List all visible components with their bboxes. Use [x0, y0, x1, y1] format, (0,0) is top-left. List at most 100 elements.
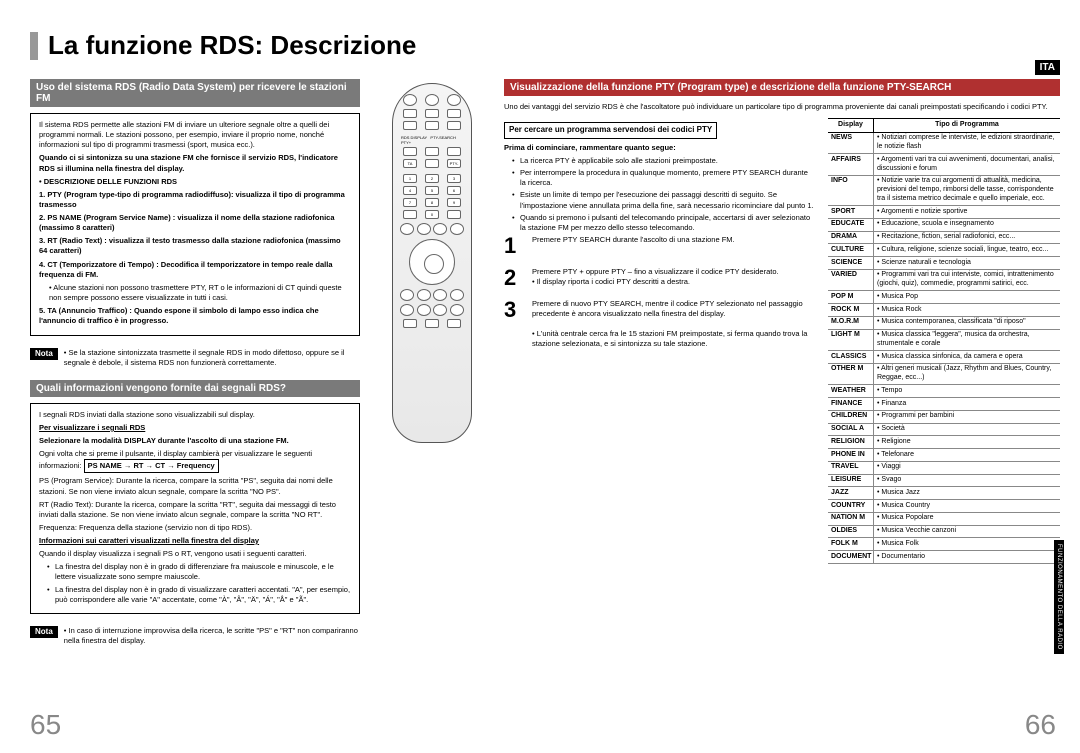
remote-button	[403, 94, 417, 106]
pty-desc: • Musica Popolare	[874, 513, 1060, 525]
pty-code: JAZZ	[828, 487, 874, 499]
pty-desc: • Programmi per bambini	[874, 411, 1060, 423]
pty-code: AFFAIRS	[828, 154, 874, 175]
pty-desc: • Scienze naturali e tecnologia	[874, 257, 1060, 269]
pty-table: Display Tipo di Programma NEWS• Notiziar…	[828, 118, 1060, 564]
note-label: Nota	[30, 348, 58, 360]
freq-desc: Frequenza: Frequenza della stazione (ser…	[39, 523, 351, 533]
rds-ct-note: • Alcune stazioni non possono trasmetter…	[39, 283, 351, 303]
pty-code: EDUCATE	[828, 219, 874, 231]
title-accent	[30, 32, 38, 60]
remote-button	[425, 121, 439, 130]
remote-button: 3	[447, 174, 461, 183]
pty-row: CLASSICS• Musica classica sinfonica, da …	[828, 351, 1060, 364]
pty-code: FOLK M	[828, 538, 874, 550]
note-1: Nota • Se la stazione sintonizzata trasm…	[30, 348, 360, 368]
note-label: Nota	[30, 626, 58, 638]
pty-code: WEATHER	[828, 385, 874, 397]
pty-desc: • Telefonare	[874, 449, 1060, 461]
pty-row: AFFAIRS• Argomenti vari tra cui avvenime…	[828, 154, 1060, 176]
pty-instructions: Per cercare un programma servendosi dei …	[504, 118, 814, 564]
remote-button	[447, 121, 461, 130]
remote-button	[400, 223, 414, 235]
pty-code: ROCK M	[828, 304, 874, 316]
rds-indicator-note: Quando ci si sintonizza su una stazione …	[39, 153, 351, 173]
remote-button	[447, 210, 461, 219]
pty-code: FINANCE	[828, 398, 874, 410]
pty-desc: • Educazione, scuola e insegnamento	[874, 219, 1060, 231]
remote-button	[403, 121, 417, 130]
pty-desc: • Finanza	[874, 398, 1060, 410]
pty-code: POP M	[828, 291, 874, 303]
pty-row: RELIGION• Religione	[828, 436, 1060, 449]
rds-ta: 5. TA (Annuncio Traffico) : Quando espon…	[39, 306, 351, 326]
pty-code: RELIGION	[828, 436, 874, 448]
step-1-text: Premere PTY SEARCH durante l'ascolto di …	[532, 235, 814, 257]
pty-note-1: La ricerca PTY è applicabile solo alle s…	[512, 156, 814, 166]
remote-button: 1	[403, 174, 417, 183]
remote-button	[425, 159, 439, 168]
remote-button	[447, 94, 461, 106]
pty-row: JAZZ• Musica Jazz	[828, 487, 1060, 500]
remote-button	[400, 289, 414, 301]
pty-row: LIGHT M• Musica classica "leggera", musi…	[828, 330, 1060, 352]
pty-row: DOCUMENT• Documentario	[828, 551, 1060, 564]
rds-intro: Il sistema RDS permette alle stazioni FM…	[39, 120, 351, 150]
pty-row: PHONE IN• Telefonare	[828, 449, 1060, 462]
remote-button: 2	[425, 174, 439, 183]
select-display-mode: Selezionare la modalità DISPLAY durante …	[39, 436, 351, 446]
pty-before-header: Prima di cominciare, rammentare quanto s…	[504, 143, 814, 153]
pty-desc: • Tempo	[874, 385, 1060, 397]
pty-row: LEISURE• Svago	[828, 475, 1060, 488]
pty-row: M.O.R.M• Musica contemporanea, classific…	[828, 317, 1060, 330]
step-3-text: Premere di nuovo PTY SEARCH, mentre il c…	[532, 299, 803, 318]
pty-row: OTHER M• Altri generi musicali (Jazz, Rh…	[828, 364, 1060, 386]
char-intro: Quando il display visualizza i segnali P…	[39, 549, 351, 559]
pty-th-type: Tipo di Programma	[874, 119, 1060, 132]
pty-row: NEWS• Notiziari comprese le interviste, …	[828, 133, 1060, 155]
char-note-1: La finestra del display non è in grado d…	[47, 562, 351, 582]
remote-button	[425, 109, 439, 118]
pty-code: LEISURE	[828, 475, 874, 487]
pty-code: DOCUMENT	[828, 551, 874, 563]
remote-button	[433, 223, 447, 235]
rds-ct: 4. CT (Temporizzatore di Tempo) : Decodi…	[39, 260, 351, 280]
note-2-text: • In caso di interruzione improvvisa del…	[64, 626, 360, 646]
step-3-bullet: • L'unità centrale cerca fra le 15 stazi…	[532, 329, 807, 348]
pty-code: VARIED	[828, 270, 874, 291]
step-1: 1 Premere PTY SEARCH durante l'ascolto d…	[504, 235, 814, 257]
remote-button	[447, 319, 461, 328]
title-bar: La funzione RDS: Descrizione	[30, 30, 1060, 61]
remote-button: 7	[403, 198, 417, 207]
chapter-tab: FUNZIONAMENTO DELLA RADIO	[1054, 540, 1064, 654]
remote-button	[400, 304, 414, 316]
pty-row: CULTURE• Cultura, religione, scienze soc…	[828, 244, 1060, 257]
display-sequence: PS NAME → RT → CT → Frequency	[84, 459, 219, 473]
pty-row: COUNTRY• Musica Country	[828, 500, 1060, 513]
remote-button	[403, 109, 417, 118]
remote-button	[450, 304, 464, 316]
remote-button: 8	[425, 198, 439, 207]
pty-desc: • Musica classica sinfonica, da camera e…	[874, 351, 1060, 363]
rds-functions-header: • DESCRIZIONE DELLE FUNZIONI RDS	[39, 177, 351, 187]
pty-row: POP M• Musica Pop	[828, 291, 1060, 304]
pty-code: COUNTRY	[828, 500, 874, 512]
note-2: Nota • In caso di interruzione improvvis…	[30, 626, 360, 646]
pty-code: CHILDREN	[828, 411, 874, 423]
remote-button: 4	[403, 186, 417, 195]
pty-code: DRAMA	[828, 232, 874, 244]
pty-row: SPORT• Argomenti e notizie sportive	[828, 206, 1060, 219]
remote-label-row: RDS DISPLAY PTY-SEARCH PTY+	[399, 133, 465, 147]
pty-table-body: NEWS• Notiziari comprese le interviste, …	[828, 133, 1060, 564]
pty-desc: • Documentario	[874, 551, 1060, 563]
pty-row: VARIED• Programmi vari tra cui intervist…	[828, 270, 1060, 292]
pty-row: DRAMA• Recitazione, fiction, serial radi…	[828, 232, 1060, 245]
step-2-text: Premere PTY + oppure PTY – fino a visual…	[532, 267, 779, 276]
remote-button	[417, 289, 431, 301]
remote-button: TA	[403, 159, 417, 168]
pty-row: TRAVEL• Viaggi	[828, 462, 1060, 475]
pty-desc: • Musica Rock	[874, 304, 1060, 316]
rds-psname: 2. PS NAME (Program Service Name) : visu…	[39, 213, 351, 233]
pty-code: SPORT	[828, 206, 874, 218]
remote-button	[450, 223, 464, 235]
